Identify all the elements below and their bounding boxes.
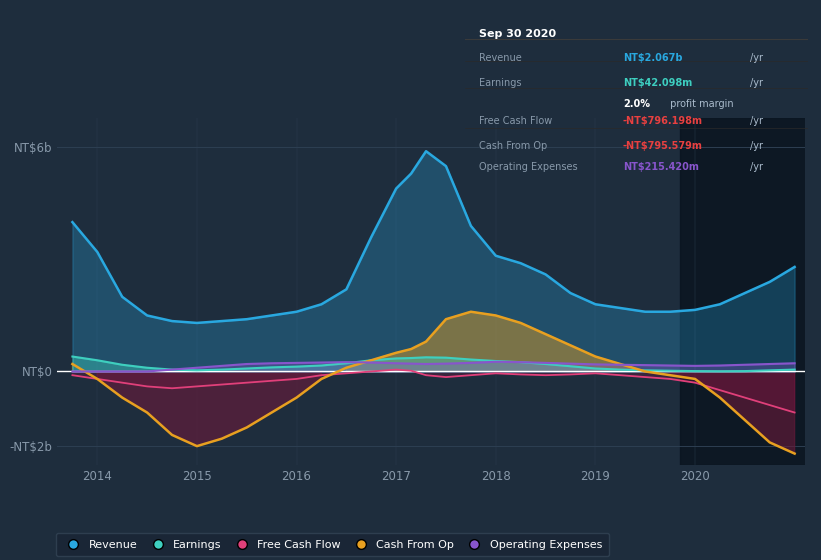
Text: Earnings: Earnings (479, 78, 521, 88)
Text: Cash From Op: Cash From Op (479, 141, 547, 151)
Legend: Revenue, Earnings, Free Cash Flow, Cash From Op, Operating Expenses: Revenue, Earnings, Free Cash Flow, Cash … (56, 533, 609, 557)
Bar (680, 118, 821, 465)
Text: Sep 30 2020: Sep 30 2020 (479, 29, 556, 39)
Text: Operating Expenses: Operating Expenses (479, 162, 577, 172)
Text: -NT$796.198m: -NT$796.198m (623, 116, 703, 126)
Text: /yr: /yr (750, 53, 763, 63)
Text: 2.0%: 2.0% (623, 99, 649, 109)
Text: /yr: /yr (750, 116, 763, 126)
Text: /yr: /yr (750, 141, 763, 151)
Text: Free Cash Flow: Free Cash Flow (479, 116, 552, 126)
Text: NT$42.098m: NT$42.098m (623, 78, 692, 88)
Text: Revenue: Revenue (479, 53, 521, 63)
Text: profit margin: profit margin (667, 99, 734, 109)
Text: /yr: /yr (750, 78, 763, 88)
Text: /yr: /yr (750, 162, 763, 172)
Text: NT$215.420m: NT$215.420m (623, 162, 699, 172)
Text: NT$2.067b: NT$2.067b (623, 53, 682, 63)
Text: -NT$795.579m: -NT$795.579m (623, 141, 703, 151)
